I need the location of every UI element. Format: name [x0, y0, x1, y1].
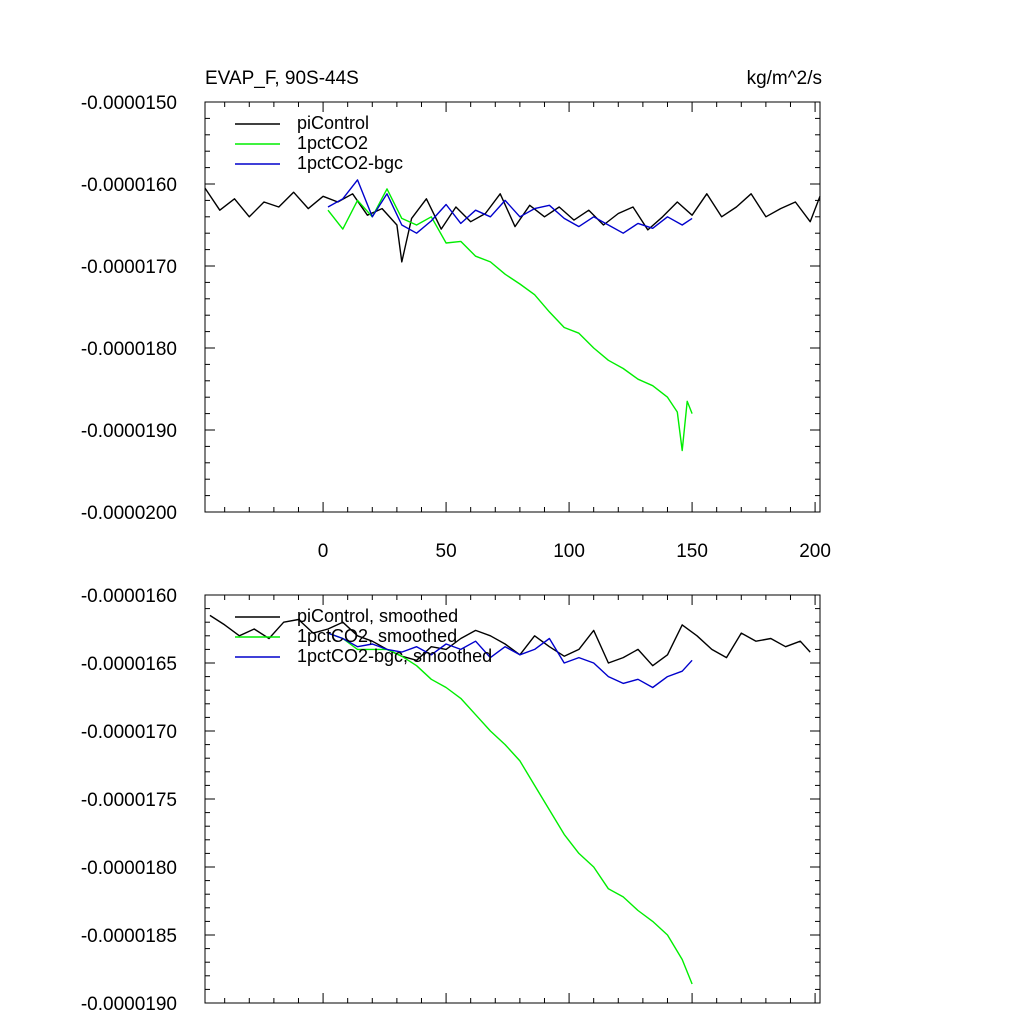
top-x-tick-label-150: 150 — [676, 541, 708, 562]
bottom-panel: -0.0000160 -0.0000165 -0.0000170 -0.0000175… — [81, 586, 821, 1015]
bottom-series-line-picontrol-smoothed — [209, 614, 811, 667]
top-panel: EVAP_F, 90S-44S kg/m^2/s 0 50 100 150 200 -0.… — [81, 68, 831, 562]
bottom-y-tick-label: -0.0000180 — [81, 858, 177, 879]
bottom-y-tick-label: -0.0000185 — [81, 926, 177, 947]
bottom-y-tick-label: -0.0000170 — [81, 722, 177, 743]
top-legend-label-1pctco2: 1pctCO2 — [297, 133, 368, 153]
bottom-y-tick-label: -0.0000160 — [81, 586, 177, 607]
bottom-y-tick-label: -0.0000190 — [81, 994, 177, 1015]
top-series-line-picontrol — [204, 187, 821, 263]
top-y-tick-label: -0.0000200 — [81, 503, 177, 524]
bottom-legend-label-1pctco2-smoothed: 1pctCO2, smoothed — [297, 626, 457, 646]
top-y-tick-label: -0.0000190 — [81, 421, 177, 442]
bottom-y-tick-label: -0.0000165 — [81, 654, 177, 675]
top-legend-label-picontrol: piControl — [297, 113, 369, 133]
bottom-y-tick-label: -0.0000175 — [81, 790, 177, 811]
bottom-series-line-1pctco2-smoothed — [327, 632, 693, 985]
top-x-tick-label-100: 100 — [553, 541, 585, 562]
top-x-tick-label-50: 50 — [436, 541, 457, 562]
top-series-line-1pctco2-bgc — [327, 179, 693, 234]
bottom-legend-label-1pctco2-bgc-smoothed: 1pctCO2-bgc, smoothed — [297, 646, 492, 666]
top-x-tick-label-0: 0 — [318, 541, 329, 562]
top-y-tick-label: -0.0000170 — [81, 257, 177, 278]
top-legend-label-1pctco2-bgc: 1pctCO2-bgc — [297, 153, 403, 173]
top-y-tick-label: -0.0000180 — [81, 339, 177, 360]
top-x-tick-label-200: 200 — [799, 541, 831, 562]
top-series-line-1pctco2 — [327, 188, 693, 452]
top-panel-units: kg/m^2/s — [747, 68, 822, 89]
bottom-legend-label-picontrol-smoothed: piControl, smoothed — [297, 606, 458, 626]
top-y-tick-label: -0.0000150 — [81, 93, 177, 114]
top-panel-title: EVAP_F, 90S-44S — [205, 68, 359, 89]
bottom-series-line-1pctco2-bgc-smoothed — [327, 632, 693, 689]
top-y-tick-label: -0.0000160 — [81, 175, 177, 196]
top-plot-frame — [204, 101, 821, 513]
